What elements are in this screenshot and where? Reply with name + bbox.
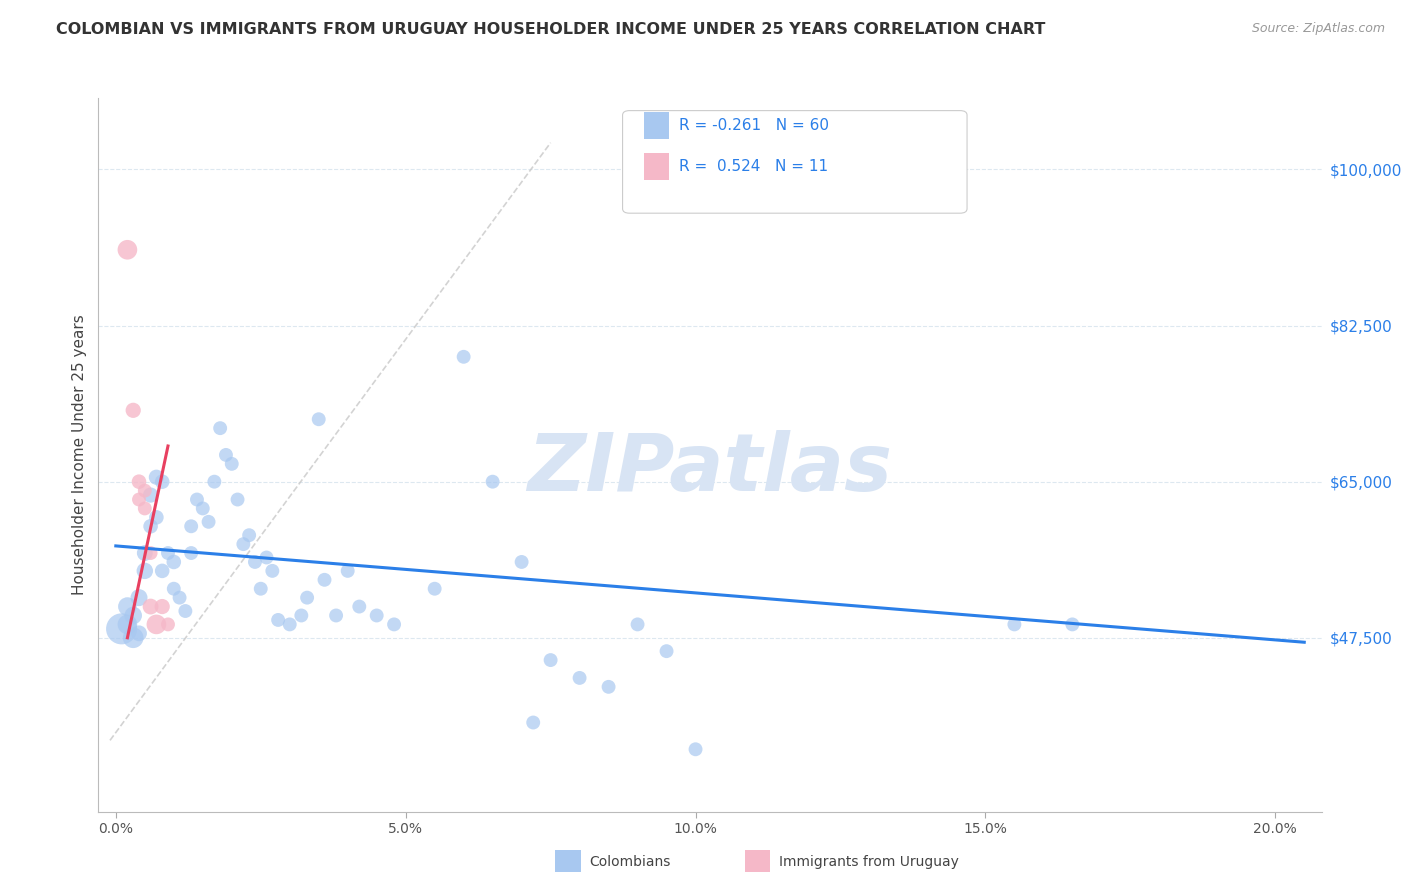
Point bbox=[382, 617, 405, 632]
Point bbox=[139, 488, 162, 502]
Point bbox=[598, 680, 620, 694]
Point bbox=[295, 591, 318, 605]
Point bbox=[202, 475, 225, 489]
Point bbox=[145, 617, 167, 632]
Point bbox=[221, 457, 243, 471]
Point bbox=[139, 519, 162, 533]
Point bbox=[243, 555, 266, 569]
Point bbox=[174, 604, 197, 618]
Point bbox=[481, 475, 503, 489]
Point bbox=[180, 519, 202, 533]
Point bbox=[626, 617, 648, 632]
Point bbox=[453, 350, 475, 364]
Point bbox=[122, 631, 145, 645]
Text: COLOMBIAN VS IMMIGRANTS FROM URUGUAY HOUSEHOLDER INCOME UNDER 25 YEARS CORRELATI: COLOMBIAN VS IMMIGRANTS FROM URUGUAY HOU… bbox=[56, 22, 1046, 37]
Point bbox=[197, 515, 219, 529]
Y-axis label: Householder Income Under 25 years: Householder Income Under 25 years bbox=[72, 315, 87, 595]
Text: Source: ZipAtlas.com: Source: ZipAtlas.com bbox=[1251, 22, 1385, 36]
Point bbox=[655, 644, 678, 658]
Point bbox=[256, 550, 278, 565]
Point bbox=[226, 492, 249, 507]
Point bbox=[249, 582, 271, 596]
Point bbox=[1062, 617, 1084, 632]
Point bbox=[150, 475, 173, 489]
Point bbox=[134, 546, 156, 560]
Point bbox=[117, 617, 139, 632]
Point bbox=[232, 537, 254, 551]
Point bbox=[134, 483, 156, 498]
Text: ZIPatlas: ZIPatlas bbox=[527, 430, 893, 508]
Point bbox=[522, 715, 544, 730]
Point bbox=[163, 582, 186, 596]
Point bbox=[685, 742, 707, 756]
Point bbox=[278, 617, 301, 632]
Text: Immigrants from Uruguay: Immigrants from Uruguay bbox=[779, 855, 959, 869]
Point bbox=[336, 564, 359, 578]
Point bbox=[349, 599, 371, 614]
Point bbox=[290, 608, 312, 623]
Point bbox=[122, 403, 145, 417]
Point bbox=[215, 448, 238, 462]
Point bbox=[128, 475, 150, 489]
Point bbox=[180, 546, 202, 560]
Point bbox=[366, 608, 388, 623]
Point bbox=[325, 608, 347, 623]
Text: Colombians: Colombians bbox=[589, 855, 671, 869]
Point bbox=[267, 613, 290, 627]
Point bbox=[423, 582, 446, 596]
Point bbox=[134, 564, 156, 578]
Point bbox=[191, 501, 214, 516]
Point bbox=[510, 555, 533, 569]
Point bbox=[128, 591, 150, 605]
Point bbox=[169, 591, 191, 605]
Point bbox=[540, 653, 562, 667]
Text: R = -0.261   N = 60: R = -0.261 N = 60 bbox=[679, 119, 828, 133]
Point bbox=[139, 546, 162, 560]
Point bbox=[262, 564, 284, 578]
Point bbox=[1002, 617, 1025, 632]
Point bbox=[156, 617, 179, 632]
Point bbox=[128, 492, 150, 507]
Point bbox=[134, 501, 156, 516]
Point bbox=[314, 573, 336, 587]
Point bbox=[150, 564, 173, 578]
Point bbox=[209, 421, 232, 435]
Point bbox=[308, 412, 330, 426]
Point bbox=[156, 546, 179, 560]
Text: R =  0.524   N = 11: R = 0.524 N = 11 bbox=[679, 160, 828, 174]
Point bbox=[145, 470, 167, 484]
Point bbox=[186, 492, 208, 507]
Point bbox=[117, 599, 139, 614]
Point bbox=[110, 622, 132, 636]
Point bbox=[145, 510, 167, 524]
Point bbox=[122, 608, 145, 623]
Point bbox=[139, 599, 162, 614]
Point bbox=[568, 671, 591, 685]
Point bbox=[128, 626, 150, 640]
Point bbox=[117, 243, 139, 257]
Point bbox=[163, 555, 186, 569]
Point bbox=[238, 528, 260, 542]
Point bbox=[150, 599, 173, 614]
